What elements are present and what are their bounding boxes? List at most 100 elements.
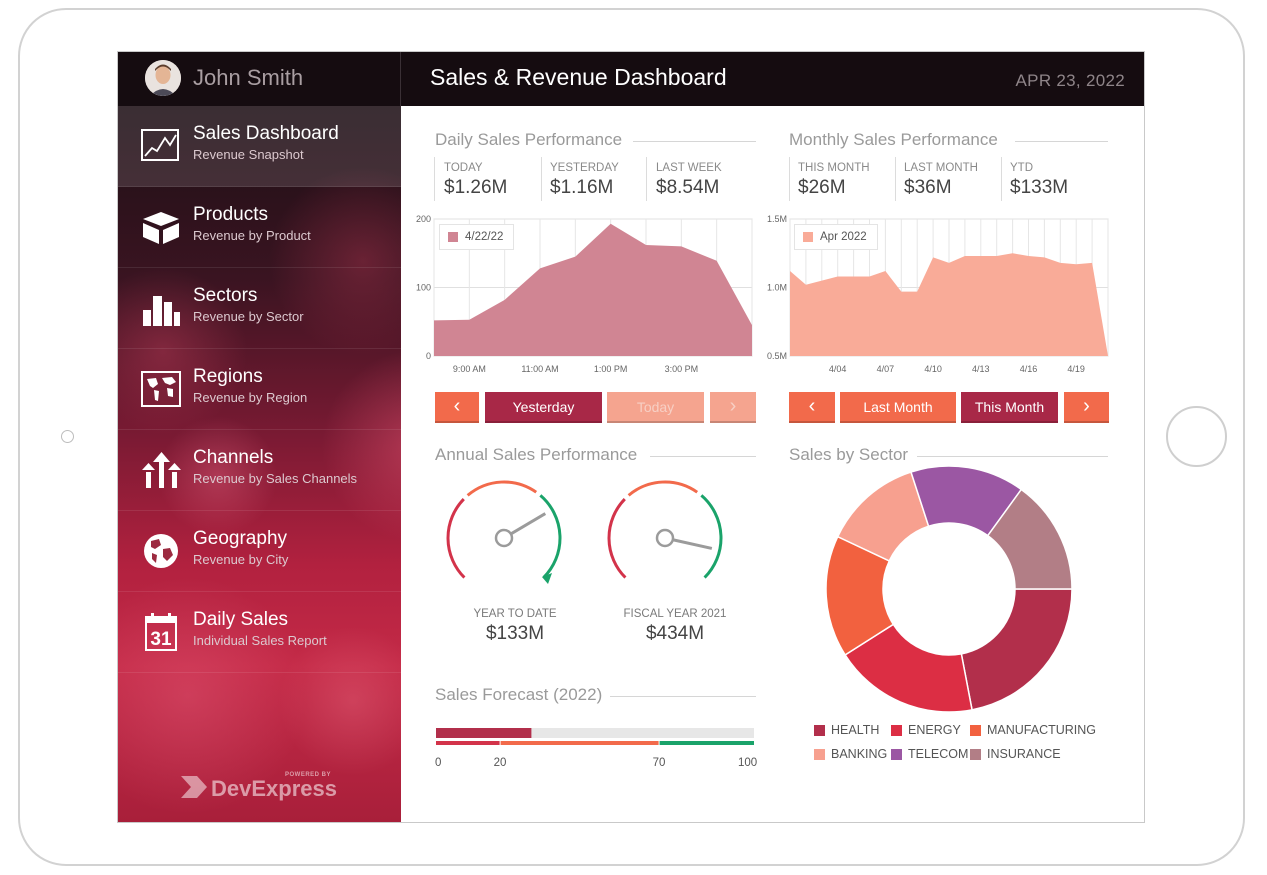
- legend-swatch: [448, 232, 458, 242]
- sidebar-item-label: Sales Dashboard: [193, 123, 339, 144]
- sidebar-item-channels[interactable]: Channels Revenue by Sales Channels: [118, 430, 401, 511]
- legend-label: INSURANCE: [987, 747, 1061, 761]
- daily-prev-button[interactable]: ‹: [435, 392, 479, 423]
- monthly-section-title: Monthly Sales Performance: [789, 130, 998, 149]
- metric-label: TODAY: [444, 162, 483, 174]
- forecast-range: [500, 741, 659, 745]
- x-tick-label: 3:00 PM: [665, 364, 699, 374]
- divider: [1001, 157, 1002, 201]
- world-map-icon: [141, 371, 181, 407]
- divider: [917, 456, 1108, 457]
- today-button[interactable]: Today: [607, 392, 704, 423]
- sidebar-item-sublabel: Revenue by Sector: [193, 309, 304, 324]
- sidebar-item-regions[interactable]: Regions Revenue by Region: [118, 349, 401, 430]
- legend-label: TELECOM: [908, 747, 969, 761]
- metric-label: LAST WEEK: [656, 162, 722, 174]
- last-month-button[interactable]: Last Month: [840, 392, 956, 423]
- yesterday-button[interactable]: Yesterday: [485, 392, 602, 423]
- gauge-arc: [607, 497, 627, 579]
- forecast-section-title: Sales Forecast (2022): [435, 685, 603, 704]
- legend-swatch: [803, 232, 813, 242]
- legend-label: MANUFACTURING: [987, 723, 1097, 737]
- metric-ytd: YTD $133M: [1010, 162, 1110, 199]
- daily-next-button[interactable]: ›: [710, 392, 756, 423]
- buildings-icon: [143, 296, 180, 326]
- legend-swatch: [970, 724, 981, 736]
- divider: [650, 456, 756, 457]
- page-title: Sales & Revenue Dashboard: [430, 64, 727, 90]
- gauge-arc: [700, 494, 723, 579]
- x-tick-label: 4/19: [1067, 364, 1085, 374]
- area-series: [790, 253, 1108, 356]
- gauge-arc: [539, 494, 562, 579]
- gauge-marker-icon: [542, 573, 552, 584]
- sidebar-item-daily-sales[interactable]: 31 Daily Sales Individual Sales Report: [118, 592, 401, 673]
- devexpress-mark-icon: [181, 776, 207, 798]
- legend-label: HEALTH: [831, 723, 880, 737]
- y-tick-label: 1.0M: [767, 283, 787, 293]
- sidebar-item-label: Channels: [193, 447, 274, 468]
- metric-label: LAST MONTH: [904, 162, 978, 174]
- sidebar-item-sublabel: Revenue by City: [193, 552, 289, 567]
- forecast-tick: 70: [652, 757, 666, 769]
- y-tick-label: 200: [416, 214, 431, 224]
- app-header: John Smith Sales & Revenue Dashboard APR…: [118, 52, 1144, 106]
- gauge-arc: [627, 480, 699, 497]
- metric-label: YTD: [1010, 162, 1033, 174]
- sidebar-item-label: Regions: [193, 366, 263, 387]
- forecast-tick: 100: [738, 757, 758, 769]
- sales-by-sector-donut: [825, 465, 1073, 713]
- sidebar: Sales Dashboard Revenue Snapshot Product…: [118, 106, 401, 822]
- line-chart-icon: [141, 129, 179, 161]
- metric-this-month: THIS MONTH $26M: [798, 162, 898, 199]
- monthly-prev-button[interactable]: ‹: [789, 392, 835, 423]
- x-tick-label: 9:00 AM: [453, 364, 486, 374]
- calendar-day: 31: [150, 629, 172, 650]
- divider: [1015, 141, 1108, 142]
- devexpress-logo: POWERED BY DevExpress: [181, 772, 337, 802]
- forecast-track: [436, 728, 754, 738]
- sidebar-item-sublabel: Individual Sales Report: [193, 633, 327, 648]
- monthly-chart-legend: Apr 2022: [794, 224, 878, 250]
- current-date: APR 23, 2022: [1015, 71, 1125, 90]
- legend-item-energy: ENERGY: [891, 723, 961, 737]
- this-month-button[interactable]: This Month: [961, 392, 1058, 423]
- legend-swatch: [814, 724, 825, 736]
- gauge-hub: [494, 528, 514, 548]
- sidebar-item-sublabel: Revenue by Sales Channels: [193, 471, 358, 486]
- sidebar-item-sectors[interactable]: Sectors Revenue by Sector: [118, 268, 401, 349]
- legend-label: ENERGY: [908, 723, 961, 737]
- monthly-next-button[interactable]: ›: [1064, 392, 1109, 423]
- home-button[interactable]: [1166, 406, 1227, 467]
- sidebar-item-label: Products: [193, 204, 268, 225]
- gauge-arc: [466, 480, 538, 497]
- sales-forecast-bullet-chart: [436, 728, 754, 745]
- legend-swatch: [891, 748, 902, 760]
- legend-item-insurance: INSURANCE: [970, 747, 1061, 761]
- legend-label: BANKING: [831, 747, 888, 761]
- y-tick-label: 100: [416, 283, 431, 293]
- x-tick-label: 4/04: [829, 364, 847, 374]
- user-panel[interactable]: John Smith: [118, 52, 401, 106]
- donut-slice-health: [960, 588, 1073, 711]
- sidebar-item-sublabel: Revenue Snapshot: [193, 147, 304, 162]
- sidebar-item-products[interactable]: Products Revenue by Product: [118, 187, 401, 268]
- sidebar-spacer: [118, 673, 401, 713]
- annual-section-title: Annual Sales Performance: [435, 445, 638, 464]
- y-tick-label: 0.5M: [767, 351, 787, 361]
- legend-swatch: [891, 724, 902, 736]
- legend-swatch: [814, 748, 825, 760]
- sidebar-item-geography[interactable]: Geography Revenue by City: [118, 511, 401, 592]
- metric-label: YESTERDAY: [550, 162, 619, 174]
- avatar[interactable]: [145, 60, 181, 96]
- legend-item-telecom: TELECOM: [891, 747, 968, 761]
- y-tick-label: 0: [426, 351, 431, 361]
- brand-powered-by: POWERED BY: [284, 772, 331, 778]
- sector-section-title: Sales by Sector: [789, 445, 909, 464]
- metric-today: TODAY $1.26M: [444, 162, 544, 199]
- sidebar-item-label: Geography: [193, 528, 288, 549]
- box-icon: [143, 212, 179, 244]
- gauge-label: FISCAL YEAR 2021: [623, 608, 727, 620]
- sidebar-item-sales-dashboard[interactable]: Sales Dashboard Revenue Snapshot: [118, 106, 401, 187]
- globe-icon: [144, 534, 178, 568]
